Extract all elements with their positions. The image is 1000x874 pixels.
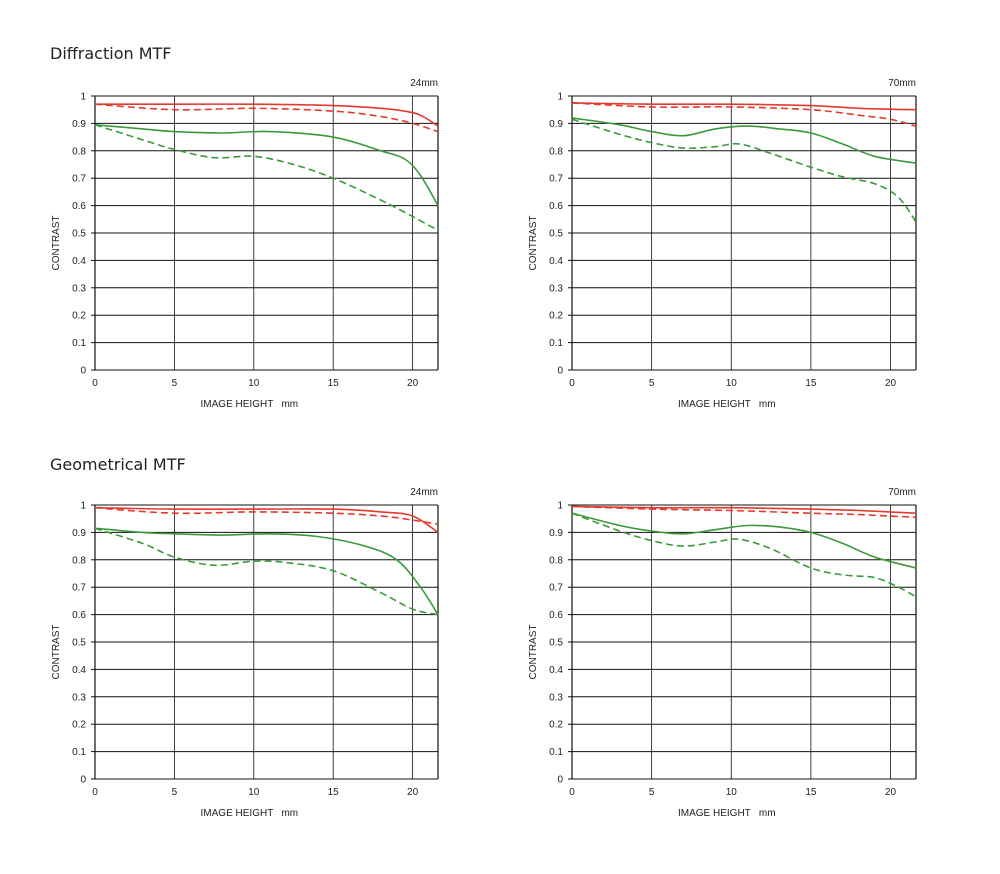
series-line-green-solid	[571, 117, 917, 164]
y-tick-label: 0.2	[72, 311, 86, 322]
y-tick-label: 0.7	[72, 583, 86, 594]
x-tick-label: 5	[649, 378, 655, 389]
x-tick-label: 0	[569, 787, 575, 798]
y-tick-label: 0.5	[72, 638, 86, 649]
y-tick-label: 1	[557, 92, 563, 103]
series-line-red-solid	[571, 505, 917, 514]
y-axis-label: CONTRAST	[51, 216, 62, 271]
x-axis-label: IMAGE HEIGHT mm	[201, 399, 299, 410]
y-tick-label: 0.6	[72, 201, 86, 212]
y-tick-label: 0	[557, 775, 563, 786]
section-title-diffraction: Diffraction MTF	[50, 44, 172, 63]
y-axis-label: CONTRAST	[528, 216, 539, 271]
y-tick-label: 0.2	[549, 720, 563, 731]
y-tick-label: 0.1	[72, 338, 86, 349]
x-tick-label: 0	[92, 787, 98, 798]
y-tick-label: 0.4	[72, 665, 86, 676]
x-axis-label: IMAGE HEIGHT mm	[678, 808, 776, 819]
y-tick-label: 0.6	[549, 610, 563, 621]
y-tick-label: 0.5	[549, 638, 563, 649]
x-tick-label: 10	[726, 787, 738, 798]
series-line-green-solid	[94, 124, 439, 207]
mtf-chart-1: 00.10.20.30.40.50.60.70.80.910 5 10 15 2024m…	[51, 78, 439, 410]
y-tick-label: 0.8	[72, 146, 86, 157]
y-tick-label: 0.3	[549, 692, 563, 703]
mtf-chart-4: 00.10.20.30.40.50.60.70.80.910 5 10 15 2070m…	[528, 487, 917, 819]
series-line-green-solid	[94, 527, 439, 616]
series-line-red-dashed	[94, 506, 439, 525]
y-tick-label: 0.7	[549, 583, 563, 594]
section-title-geometrical: Geometrical MTF	[50, 455, 186, 474]
y-tick-label: 0.2	[72, 720, 86, 731]
y-tick-label: 0.1	[549, 338, 563, 349]
y-tick-label: 0.6	[72, 610, 86, 621]
x-tick-label: 15	[328, 787, 340, 798]
y-tick-label: 1	[80, 501, 86, 512]
x-tick-label: 20	[885, 787, 897, 798]
y-tick-label: 0.9	[549, 528, 563, 539]
y-tick-label: 0.5	[72, 229, 86, 240]
y-axis-label: CONTRAST	[528, 625, 539, 680]
x-tick-label: 20	[407, 378, 419, 389]
y-tick-label: 1	[557, 501, 563, 512]
y-tick-label: 0.3	[72, 692, 86, 703]
x-tick-label: 0	[92, 378, 98, 389]
y-tick-label: 0.9	[72, 528, 86, 539]
x-tick-label: 20	[885, 378, 897, 389]
x-tick-label: 15	[805, 787, 817, 798]
y-tick-label: 0	[80, 366, 86, 377]
series-line-green-dashed	[571, 118, 917, 223]
x-tick-label: 5	[649, 787, 655, 798]
x-tick-label: 5	[172, 378, 178, 389]
focal-length-label: 70mm	[888, 487, 916, 498]
y-tick-label: 0.4	[72, 256, 86, 267]
y-tick-label: 0.3	[549, 283, 563, 294]
y-tick-label: 0.8	[549, 146, 563, 157]
x-tick-label: 0	[569, 378, 575, 389]
x-tick-label: 20	[407, 787, 419, 798]
y-tick-label: 0.7	[72, 174, 86, 185]
x-tick-label: 15	[328, 378, 340, 389]
x-tick-label: 10	[726, 378, 738, 389]
x-axis-label: IMAGE HEIGHT mm	[678, 399, 776, 410]
mtf-chart-3: 00.10.20.30.40.50.60.70.80.910 5 10 15 2024m…	[51, 487, 439, 819]
series-line-red-dashed	[571, 505, 917, 519]
series-line-red-solid	[95, 103, 439, 127]
y-tick-label: 0.9	[72, 119, 86, 130]
y-tick-label: 0.3	[72, 283, 86, 294]
x-axis-label: IMAGE HEIGHT mm	[201, 808, 299, 819]
series-line-green-dashed	[94, 527, 439, 616]
y-tick-label: 0.5	[549, 229, 563, 240]
y-axis-label: CONTRAST	[51, 625, 62, 680]
y-tick-label: 0.7	[549, 174, 563, 185]
x-tick-label: 10	[248, 378, 260, 389]
y-tick-label: 0	[557, 366, 563, 377]
y-tick-label: 0.8	[72, 555, 86, 566]
x-tick-label: 15	[805, 378, 817, 389]
series-line-green-dashed	[571, 512, 917, 598]
y-tick-label: 0.9	[549, 119, 563, 130]
y-tick-label: 0	[80, 775, 86, 786]
y-tick-label: 1	[80, 92, 86, 103]
y-tick-label: 0.2	[549, 311, 563, 322]
y-tick-label: 0.4	[549, 665, 563, 676]
y-tick-label: 0.8	[549, 555, 563, 566]
y-tick-label: 0.1	[72, 747, 86, 758]
series-line-green-solid	[571, 512, 917, 569]
series-line-red-dashed	[571, 102, 917, 127]
series-line-green-dashed	[94, 124, 439, 232]
y-tick-label: 0.1	[549, 747, 563, 758]
focal-length-label: 24mm	[410, 487, 438, 498]
series-line-red-solid	[94, 506, 439, 534]
y-tick-label: 0.6	[549, 201, 563, 212]
x-tick-label: 5	[172, 787, 178, 798]
series-line-red-dashed	[94, 103, 439, 133]
focal-length-label: 24mm	[410, 78, 438, 89]
focal-length-label: 70mm	[888, 78, 916, 89]
series-line-red-solid	[571, 102, 917, 111]
x-tick-label: 10	[248, 787, 260, 798]
mtf-chart-2: 00.10.20.30.40.50.60.70.80.910 5 10 15 2070m…	[528, 78, 917, 410]
y-tick-label: 0.4	[549, 256, 563, 267]
